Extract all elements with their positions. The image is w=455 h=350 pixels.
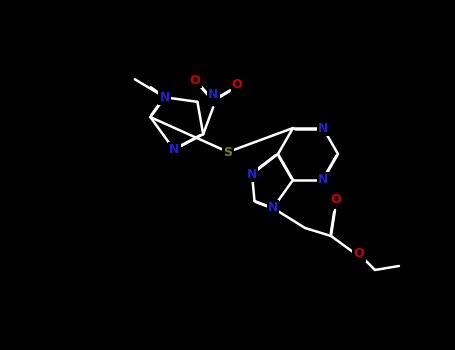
Text: O: O bbox=[354, 247, 364, 260]
Text: O: O bbox=[232, 78, 243, 91]
Text: O: O bbox=[331, 194, 341, 206]
Text: N: N bbox=[169, 143, 179, 156]
Text: N: N bbox=[268, 202, 278, 215]
Text: N: N bbox=[160, 91, 170, 104]
Text: O: O bbox=[190, 74, 201, 87]
Text: N: N bbox=[208, 88, 218, 101]
Text: N: N bbox=[318, 121, 328, 134]
Text: N: N bbox=[247, 168, 257, 181]
Text: N: N bbox=[318, 174, 328, 187]
Text: S: S bbox=[223, 146, 233, 159]
